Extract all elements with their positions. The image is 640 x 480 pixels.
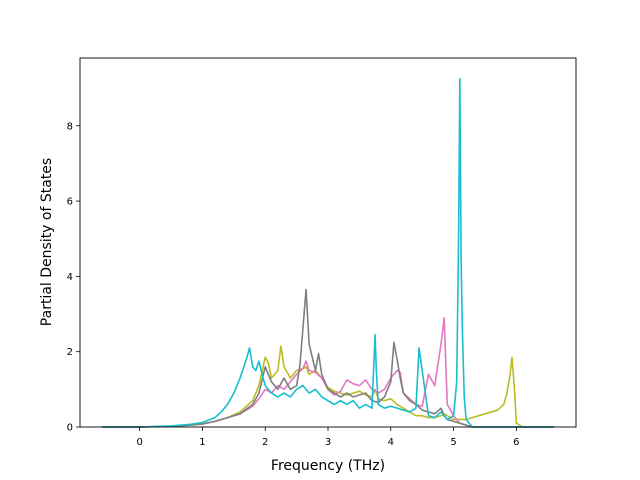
y-axis-title: Partial Density of States [39, 158, 55, 326]
y-tick-label: 6 [67, 197, 73, 208]
y-tick-label: 8 [67, 121, 73, 132]
y-tick-label: 4 [67, 272, 73, 283]
x-tick-label: 4 [388, 437, 394, 448]
series-line-3 [101, 288, 555, 428]
series-line-4 [101, 77, 555, 428]
y-tick-label: 0 [67, 423, 73, 434]
x-tick-label: 5 [450, 437, 456, 448]
y-tick-label: 2 [67, 347, 73, 358]
series-line-2 [101, 317, 555, 428]
x-axis: 0 1 2 3 4 5 6 [136, 427, 520, 448]
x-tick-label: 0 [136, 437, 142, 448]
x-tick-label: 2 [262, 437, 268, 448]
series-layer [101, 77, 555, 428]
x-axis-title: Frequency (THz) [271, 458, 385, 474]
x-tick-label: 6 [513, 437, 519, 448]
y-axis: 0 2 4 6 8 [67, 121, 80, 434]
x-tick-label: 1 [199, 437, 205, 448]
series-line-1 [101, 345, 555, 428]
x-tick-label: 3 [325, 437, 331, 448]
